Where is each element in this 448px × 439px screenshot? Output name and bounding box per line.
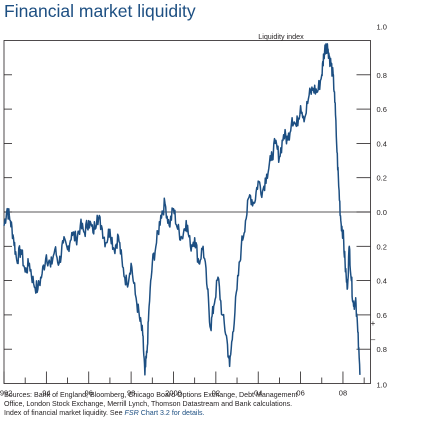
footnote-fsr: FSR	[124, 409, 139, 418]
y-tick-label: 0.6	[377, 105, 387, 114]
chart-footnote: Sources: Bank of England, Bloomberg, Chi…	[4, 391, 444, 419]
plus-sign: +	[371, 319, 376, 328]
x-tick-label: 1992	[0, 389, 12, 398]
footnote-line-3-post: Chart 3.2 for details.	[138, 409, 205, 418]
minus-sign: –	[371, 335, 376, 344]
footnote-line-1: Sources: Bank of England, Bloomberg, Chi…	[4, 391, 298, 399]
y-axis-unit-label: Liquidity index	[258, 32, 304, 41]
y-axis-tick-labels: 1.0 0.8 0.6 0.4 0.2 0.0 0.2 0.4 0.6 0.8 1.0	[377, 23, 387, 390]
x-tick-label: 94	[42, 389, 50, 398]
x-tick-label: 08	[339, 389, 347, 398]
page-title: Financial market liquidity	[4, 1, 196, 21]
y-tick-label: 0.4	[377, 277, 387, 286]
y-axis-ticks	[4, 74, 371, 350]
y-tick-label: 0.8	[377, 71, 387, 80]
x-tick-label: 02	[212, 389, 220, 398]
x-tick-label: 96	[85, 389, 93, 398]
y-tick-label: 0.4	[377, 139, 387, 148]
y-tick-label: 0.0	[377, 208, 387, 217]
y-tick-label: 0.2	[377, 174, 387, 183]
x-tick-label: 98	[127, 389, 135, 398]
y-tick-label: 1.0	[377, 381, 387, 390]
x-tick-label: 2000	[165, 389, 182, 398]
y-tick-label: 1.0	[377, 23, 387, 32]
footnote-line-3-pre: Index of financial market liquidity. See	[4, 409, 125, 418]
x-tick-label: 04	[254, 389, 262, 398]
y-tick-label: 0.8	[377, 345, 387, 354]
footnote-line-3: Index of financial market liquidity. See…	[4, 409, 444, 418]
x-axis-ticks	[3, 371, 365, 384]
footnote-line-2: Office, London Stock Exchange, Merrill L…	[4, 400, 293, 409]
y-tick-label: 0.2	[377, 242, 387, 251]
y-tick-label: 0.6	[377, 311, 387, 320]
x-axis-tick-labels: 1992 94 96 98 2000 02 04 06 08	[0, 389, 347, 398]
liquidity-index-series-line	[3, 43, 361, 376]
x-tick-label: 06	[296, 389, 304, 398]
